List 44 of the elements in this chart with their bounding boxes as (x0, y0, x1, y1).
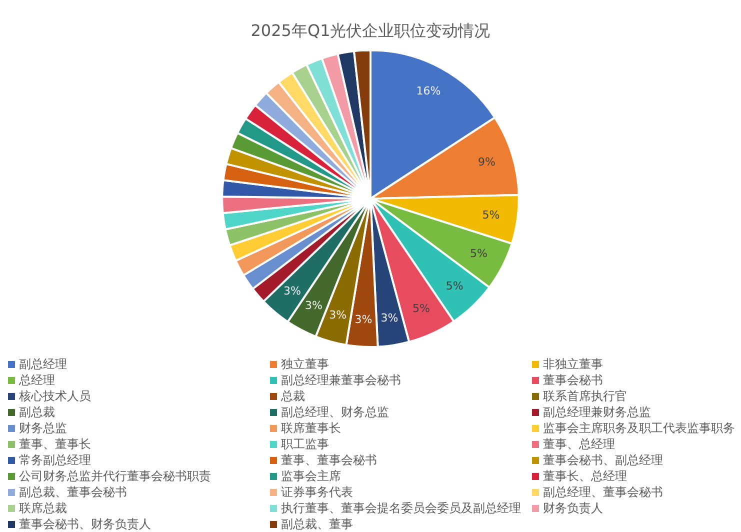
legend-label: 联系首席执行官 (543, 388, 627, 404)
legend-label: 独立董事 (281, 356, 329, 372)
data-label: 5% (470, 247, 488, 260)
legend-label: 副总裁 (19, 404, 55, 420)
legend-label: 公司财务总监并代行董事会秘书职责 (19, 468, 211, 484)
legend-label: 执行董事、董事会提名委员会委员及副总经理 (281, 500, 521, 516)
legend-label: 副总经理、财务总监 (281, 404, 389, 420)
legend-label: 联席董事长 (281, 420, 341, 436)
legend-label: 核心技术人员 (19, 388, 91, 404)
legend-label: 职工监事 (281, 436, 329, 452)
data-label: 3% (284, 284, 301, 298)
legend-label: 副总经理、董事会秘书 (543, 484, 663, 500)
legend-label: 财务负责人 (543, 500, 603, 516)
legend-label: 董事会秘书、财务负责人 (19, 516, 151, 532)
legend-label: 监事会主席 (281, 468, 341, 484)
legend-label: 联席总裁 (19, 500, 67, 516)
legend-label: 董事长、总经理 (543, 468, 627, 484)
data-label: 9% (478, 155, 496, 168)
data-label: 5% (482, 208, 500, 222)
chart-title: 2025年Q1光伏企业职位变动情况 (250, 20, 490, 40)
data-label: 3% (380, 312, 398, 325)
legend-label: 副总经理 (19, 356, 67, 372)
data-label: 3% (329, 308, 347, 322)
legend-label: 监事会主席职务及职工代表监事职务 (543, 420, 735, 436)
legend-label: 非独立董事 (543, 356, 603, 372)
legend-label: 副总经理兼财务总监 (543, 404, 651, 420)
legend-label: 副总裁、董事 (281, 516, 353, 532)
data-label: 16% (416, 84, 441, 98)
data-label: 5% (412, 302, 430, 316)
legend-label: 总裁 (281, 388, 305, 404)
legend-label: 董事会秘书、副总经理 (543, 452, 663, 468)
data-label: 3% (354, 312, 372, 326)
legend-label: 董事、董事长 (19, 436, 91, 452)
legend-label: 副总经理兼董事会秘书 (281, 372, 401, 388)
legend-label: 证券事务代表 (281, 484, 353, 500)
legend-label: 董事、总经理 (543, 436, 615, 452)
legend-label: 总经理 (19, 372, 55, 388)
legend-label: 董事会秘书 (543, 372, 603, 388)
data-label: 5% (446, 279, 464, 292)
legend-label: 董事、董事会秘书 (281, 452, 377, 468)
legend-label: 常务副总经理 (19, 452, 91, 468)
legend-label: 财务总监 (19, 420, 67, 436)
data-label: 3% (305, 299, 323, 312)
legend-label: 副总裁、董事会秘书 (19, 484, 127, 500)
